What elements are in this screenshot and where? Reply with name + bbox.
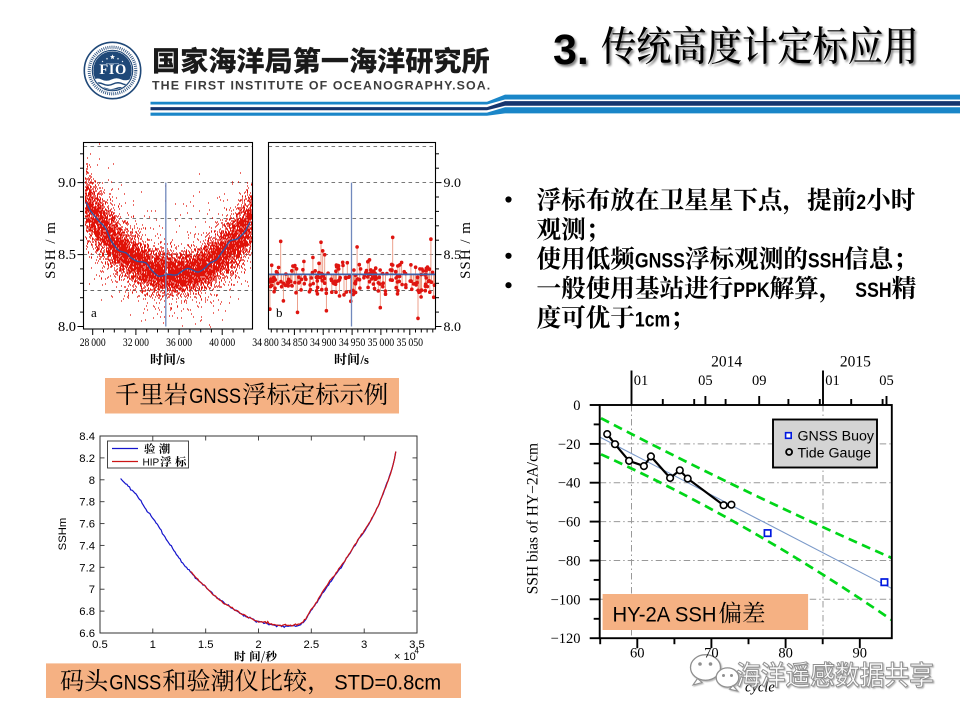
svg-text:SSH: SSH [808,250,844,273]
svg-text:6.6: 6.6 [79,628,95,640]
svg-text:SSH bias of HY−2A/cm: SSH bias of HY−2A/cm [525,443,542,594]
svg-text:−100: −100 [551,592,581,608]
svg-text:32 000: 32 000 [123,335,149,349]
svg-text:GNSS Buoy: GNSS Buoy [798,429,875,445]
svg-text:05: 05 [879,373,894,389]
svg-text:34 900: 34 900 [310,335,337,349]
svg-text:35 050: 35 050 [397,335,424,349]
svg-text:7.4: 7.4 [79,540,95,552]
svg-text:6.8: 6.8 [79,606,95,618]
svg-text:2014: 2014 [711,354,742,371]
svg-text:2.5: 2.5 [303,639,319,651]
svg-text:40 000: 40 000 [209,335,235,349]
svg-text:8.0: 8.0 [444,319,462,334]
svg-text:0: 0 [573,398,580,414]
svg-text:a: a [91,305,97,320]
svg-text:90: 90 [853,646,868,662]
svg-text:HIP: HIP [143,458,160,469]
svg-text:2015: 2015 [840,354,871,371]
svg-text:3: 3 [361,639,367,651]
svg-text:7: 7 [89,584,95,596]
svg-text:0.5: 0.5 [92,639,108,651]
svg-text:8.2: 8.2 [79,453,95,465]
svg-text:8.0: 8.0 [58,319,76,334]
svg-text:9.0: 9.0 [58,175,76,190]
svg-text:PPK: PPK [733,279,769,302]
svg-text:7.6: 7.6 [79,519,95,531]
svg-text:8: 8 [89,475,95,487]
svg-text:THE FIRST INSTITUTE OF OCEANOG: THE FIRST INSTITUTE OF OCEANOGRAPHY.SOA. [152,79,491,93]
svg-text:1cm: 1cm [635,308,670,331]
svg-text:−80: −80 [558,554,581,570]
svg-text:34 950: 34 950 [339,335,366,349]
svg-text:SSHm: SSHm [57,518,69,551]
svg-text:8.5: 8.5 [58,247,76,262]
svg-text:2: 2 [856,191,866,214]
svg-text:60: 60 [630,646,645,662]
svg-text:36 000: 36 000 [166,335,192,349]
svg-text:/s: /s [360,353,369,367]
svg-text:/s: /s [176,353,185,367]
svg-text:34 850: 34 850 [281,335,308,349]
svg-text:1: 1 [150,639,156,651]
svg-text:8.4: 8.4 [79,431,95,443]
svg-text:7.8: 7.8 [79,497,95,509]
svg-text:GNSS: GNSS [109,671,161,695]
svg-text:3.5: 3.5 [409,639,425,651]
svg-text:GNSS: GNSS [635,250,685,273]
svg-text:34 800: 34 800 [252,335,279,349]
svg-text:−60: −60 [558,515,581,531]
svg-text:05: 05 [698,373,713,389]
svg-text:Tide Gauge: Tide Gauge [798,446,872,462]
svg-text:09: 09 [752,373,767,389]
svg-text:−40: −40 [558,476,581,492]
svg-text:HY-2A SSH: HY-2A SSH [613,604,717,627]
svg-text:× 10: × 10 [394,651,416,663]
svg-text:01: 01 [634,373,649,389]
svg-text:9.0: 9.0 [444,175,462,190]
svg-text:1.5: 1.5 [198,639,214,651]
svg-text:35 000: 35 000 [368,335,395,349]
svg-text:2: 2 [255,639,261,651]
svg-text:SSH / m: SSH / m [43,221,59,279]
svg-text:80: 80 [778,646,793,662]
svg-text:8.5: 8.5 [444,247,462,262]
svg-text:4: 4 [415,647,420,656]
svg-text:STD=0.8cm: STD=0.8cm [334,671,441,695]
svg-text:3.: 3. [553,26,589,74]
svg-text:b: b [276,305,283,320]
svg-text:7.2: 7.2 [79,562,95,574]
svg-text:28 000: 28 000 [80,335,106,349]
svg-text:SSH: SSH [855,279,891,302]
svg-text:GNSS: GNSS [189,384,241,408]
svg-text:01: 01 [825,373,840,389]
svg-text:−20: −20 [558,437,581,453]
svg-text:−120: −120 [551,631,581,647]
svg-text:SSH / m: SSH / m [458,221,474,279]
svg-text:70: 70 [704,646,719,662]
